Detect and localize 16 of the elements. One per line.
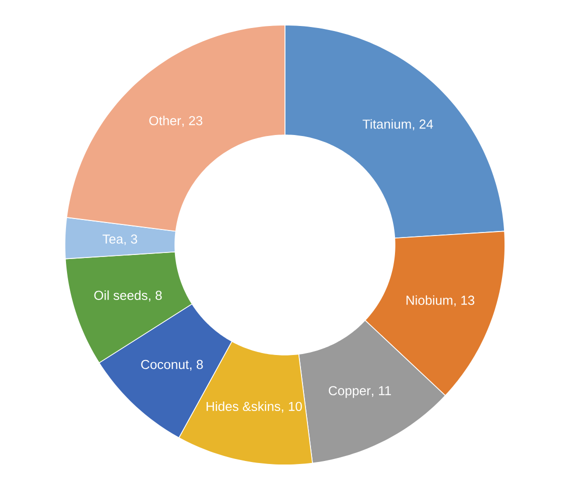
- data-label: , 24: [412, 120, 434, 130]
- slice-label: Copper: [328, 386, 371, 398]
- data-label: , 3: [124, 234, 138, 246]
- data-label: , 13: [454, 296, 474, 306]
- data-label: , 8: [190, 360, 203, 371]
- slice-label: Titanium: [362, 119, 411, 129]
- slice-label: Tea: [102, 234, 124, 244]
- data-label: , 23: [182, 116, 202, 127]
- slice-label: Niobium: [406, 295, 452, 305]
- data-label: , 11: [372, 386, 391, 397]
- data-label: , 8: [149, 290, 162, 302]
- slice-label: Oil seeds: [94, 290, 148, 300]
- data-label: , 10: [282, 402, 302, 413]
- slice-label: Other: [149, 116, 181, 126]
- slice-label: Hides &skins: [206, 401, 280, 412]
- slice-label: Coconut: [141, 360, 189, 370]
